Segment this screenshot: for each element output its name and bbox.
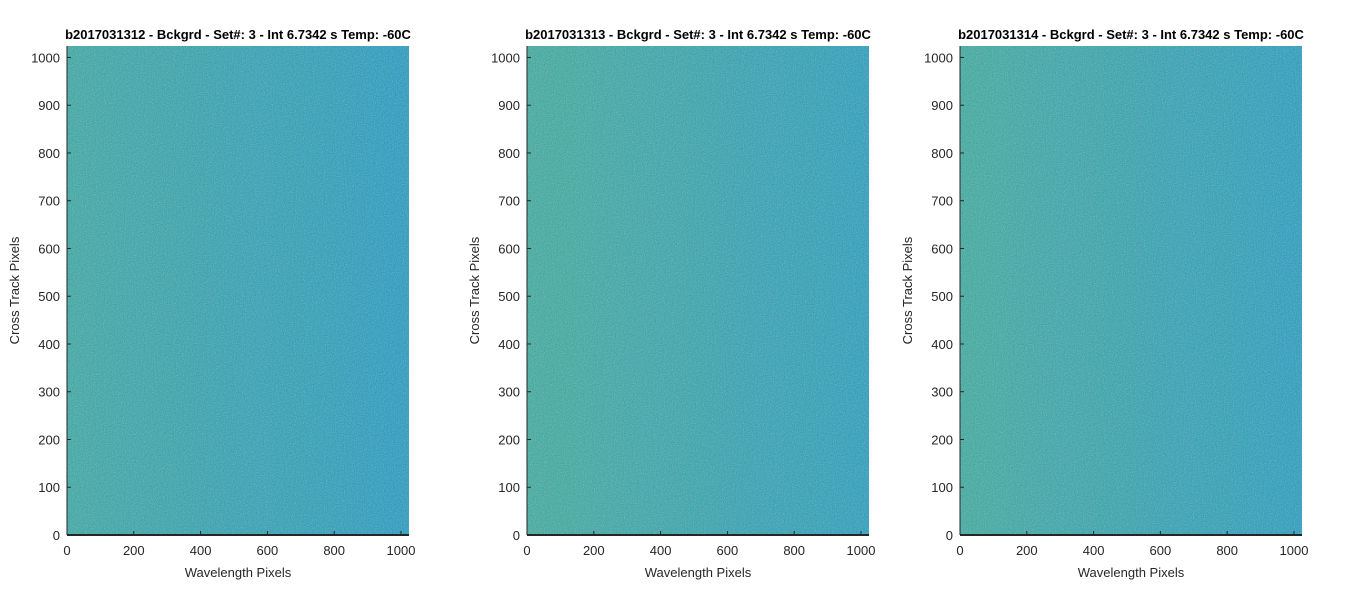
y-tick-label: 300 [38,385,60,400]
y-tick-label: 600 [931,241,953,256]
y-tick-label: 700 [498,194,520,209]
x-axis-label: Wavelength Pixels [645,565,752,580]
x-tick-label: 400 [190,543,212,558]
heatmap-noise [67,46,409,535]
y-tick-label: 100 [38,480,60,495]
y-tick-label: 100 [931,480,953,495]
x-tick-label: 200 [583,543,605,558]
chart-panel-1: 0 200 400 600 800 1000 0 100 200 300 400 500 600 700 8… [7,27,415,580]
x-tick-label: 600 [1150,543,1172,558]
y-tick-label: 1000 [31,50,60,65]
y-tick-label: 400 [38,337,60,352]
y-tick-label: 400 [498,337,520,352]
chart-panel-2: 0 200 400 600 800 1000 0 100 200 300 400 500 600 700 8… [467,27,875,580]
x-tick-label: 200 [1016,543,1038,558]
y-tick-label: 600 [38,241,60,256]
y-axis-label: Cross Track Pixels [7,236,22,344]
y-tick-label: 800 [498,146,520,161]
y-tick-label: 0 [513,528,520,543]
y-tick-label: 700 [931,194,953,209]
y-tick-label: 900 [498,98,520,113]
y-tick-label: 500 [38,289,60,304]
x-tick-label: 600 [257,543,279,558]
x-tick-label: 800 [783,543,805,558]
y-tick-label: 200 [931,432,953,447]
y-tick-label: 200 [498,432,520,447]
x-tick-label: 800 [323,543,345,558]
x-tick-label: 0 [523,543,530,558]
y-tick-label: 0 [53,528,60,543]
y-axis-label: Cross Track Pixels [900,236,915,344]
heatmap-noise [960,46,1302,535]
y-tick-label: 400 [931,337,953,352]
y-tick-label: 800 [38,146,60,161]
x-tick-label: 0 [63,543,70,558]
chart-title: b2017031312 - Bckgrd - Set#: 3 - Int 6.7… [65,27,411,42]
y-tick-label: 900 [931,98,953,113]
y-tick-label: 600 [498,241,520,256]
x-tick-label: 400 [650,543,672,558]
y-tick-label: 100 [498,480,520,495]
chart-panel-3: 0 200 400 600 800 1000 0 100 200 300 400 500 600 700 8… [900,27,1308,580]
chart-title: b2017031313 - Bckgrd - Set#: 3 - Int 6.7… [525,27,871,42]
x-tick-label: 1000 [847,543,876,558]
x-axis-label: Wavelength Pixels [185,565,292,580]
x-axis-label: Wavelength Pixels [1078,565,1185,580]
y-tick-label: 1000 [491,50,520,65]
x-tick-label: 600 [717,543,739,558]
x-tick-label: 0 [956,543,963,558]
y-tick-label: 500 [498,289,520,304]
x-tick-label: 800 [1216,543,1238,558]
y-tick-label: 0 [946,528,953,543]
y-tick-label: 300 [498,385,520,400]
y-tick-label: 300 [931,385,953,400]
heatmap-noise [527,46,869,535]
y-tick-label: 200 [38,432,60,447]
y-tick-label: 1000 [924,50,953,65]
y-tick-label: 500 [931,289,953,304]
x-tick-label: 1000 [1280,543,1309,558]
y-tick-label: 900 [38,98,60,113]
x-tick-label: 1000 [387,543,416,558]
y-axis-label: Cross Track Pixels [467,236,482,344]
y-tick-label: 800 [931,146,953,161]
x-tick-label: 200 [123,543,145,558]
y-tick-label: 700 [38,194,60,209]
x-tick-label: 400 [1083,543,1105,558]
chart-title: b2017031314 - Bckgrd - Set#: 3 - Int 6.7… [958,27,1304,42]
